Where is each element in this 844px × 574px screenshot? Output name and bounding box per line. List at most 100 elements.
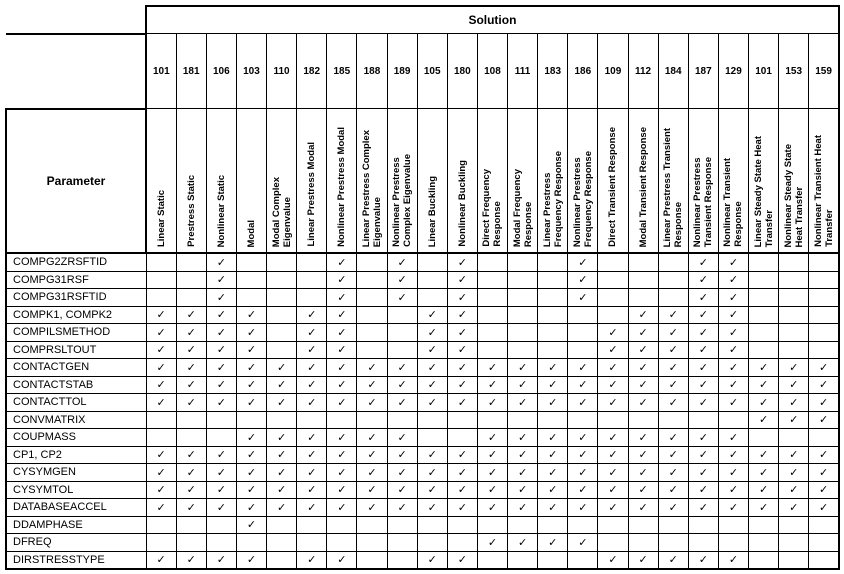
- check-icon: ✓: [367, 396, 377, 409]
- check-icon: ✓: [337, 256, 347, 269]
- solution-name: Nonlinear Transient Heat Transfer: [812, 135, 835, 247]
- check-icon: ✓: [246, 326, 257, 339]
- check-icon-cell: ✓: [506, 445, 539, 464]
- check-icon-cell: ✓: [747, 410, 780, 429]
- check-icon: ✓: [668, 431, 678, 444]
- check-icon-cell: ✓: [476, 463, 509, 482]
- empty-cell: [627, 270, 659, 289]
- check-icon-cell: ✓: [687, 550, 719, 570]
- check-icon-cell: ✓: [296, 358, 328, 377]
- check-icon-cell: ✓: [205, 340, 237, 359]
- check-icon-cell: ✓: [265, 498, 298, 517]
- solution-name: Nonlinear Prestress Modal: [336, 127, 348, 247]
- empty-cell: [235, 410, 268, 429]
- check-icon: ✓: [548, 536, 558, 549]
- solution-number: 184: [657, 33, 689, 109]
- table-row: COMPG31RSFTID ✓ ✓ ✓ ✓ ✓ ✓ ✓: [5, 288, 840, 307]
- check-icon-cell: ✓: [778, 358, 810, 377]
- check-icon-cell: ✓: [717, 288, 750, 307]
- check-icon-cell: ✓: [205, 252, 237, 272]
- table-row: CONTACTSTAB ✓ ✓ ✓ ✓ ✓ ✓ ✓ ✓ ✓ ✓ ✓ ✓ ✓ ✓ ✓ ✓ ✓ ✓ ✓ ✓ ✓ ✓ ✓: [5, 375, 840, 394]
- check-icon-cell: ✓: [175, 550, 207, 570]
- check-icon-cell: ✓: [476, 533, 509, 552]
- check-icon-cell: ✓: [296, 323, 328, 342]
- empty-cell: [506, 340, 539, 359]
- empty-cell: [657, 515, 689, 534]
- empty-cell: [265, 323, 298, 342]
- check-icon: ✓: [337, 554, 347, 567]
- check-icon-cell: ✓: [235, 463, 268, 482]
- check-icon: ✓: [487, 431, 498, 444]
- check-icon: ✓: [307, 431, 317, 444]
- empty-cell: [476, 252, 509, 272]
- check-icon: ✓: [186, 554, 196, 567]
- check-icon-cell: ✓: [627, 550, 659, 570]
- check-icon-cell: ✓: [386, 445, 418, 464]
- check-icon-cell: ✓: [476, 445, 509, 464]
- check-icon-cell: ✓: [175, 305, 207, 324]
- check-icon: ✓: [337, 484, 347, 497]
- check-icon-cell: ✓: [205, 358, 237, 377]
- empty-cell: [506, 515, 539, 534]
- check-icon-cell: ✓: [265, 358, 298, 377]
- check-icon-cell: ✓: [296, 445, 328, 464]
- check-icon-cell: ✓: [717, 393, 750, 412]
- check-icon-cell: ✓: [537, 463, 569, 482]
- solution-header-row: Solution: [6, 5, 840, 35]
- check-icon-cell: ✓: [326, 498, 358, 517]
- empty-cell: [145, 428, 177, 447]
- solution-number-row: 101 181 106 103 110 182 185 188 189 105 180 108 111 1…: [6, 33, 840, 109]
- check-icon-cell: ✓: [657, 393, 689, 412]
- check-icon-cell: ✓: [416, 375, 448, 394]
- solution-name: Nonlinear Prestress Transient Response: [692, 156, 715, 247]
- check-icon: ✓: [397, 361, 407, 374]
- check-icon-cell: ✓: [597, 358, 629, 377]
- check-icon: ✓: [728, 326, 739, 339]
- check-icon-cell: ✓: [416, 305, 448, 324]
- empty-cell: [476, 305, 509, 324]
- check-icon: ✓: [578, 256, 588, 269]
- check-icon: ✓: [517, 396, 528, 409]
- empty-cell: [567, 323, 599, 342]
- check-icon: ✓: [457, 501, 467, 514]
- check-icon-cell: ✓: [326, 480, 358, 499]
- empty-cell: [506, 305, 539, 324]
- check-icon: ✓: [397, 431, 407, 444]
- check-icon-cell: ✓: [235, 393, 268, 412]
- check-icon: ✓: [608, 344, 618, 357]
- check-icon-cell: ✓: [717, 550, 750, 570]
- empty-cell: [386, 323, 418, 342]
- check-icon: ✓: [457, 466, 467, 479]
- check-icon: ✓: [457, 274, 467, 287]
- check-icon-cell: ✓: [175, 323, 207, 342]
- check-icon: ✓: [276, 449, 287, 462]
- check-icon-cell: ✓: [627, 358, 659, 377]
- solution-name: Linear Steady State Heat Transfer: [752, 135, 775, 247]
- check-icon: ✓: [337, 379, 347, 392]
- check-icon: ✓: [487, 361, 498, 374]
- empty-cell: [808, 270, 840, 289]
- empty-cell: [356, 270, 388, 289]
- empty-cell: [356, 550, 388, 570]
- solution-number: 129: [717, 33, 750, 109]
- check-icon: ✓: [216, 361, 226, 374]
- check-icon: ✓: [698, 361, 708, 374]
- check-icon: ✓: [638, 344, 648, 357]
- empty-cell: [356, 252, 388, 272]
- check-icon-cell: ✓: [597, 428, 629, 447]
- check-icon-cell: ✓: [205, 480, 237, 499]
- check-icon-cell: ✓: [265, 375, 298, 394]
- empty-cell: [567, 550, 599, 570]
- check-icon: ✓: [216, 344, 226, 357]
- solution-name-cell: Linear Buckling: [416, 108, 448, 254]
- check-icon: ✓: [216, 449, 226, 462]
- check-icon: ✓: [668, 466, 678, 479]
- check-icon: ✓: [307, 344, 317, 357]
- check-icon: ✓: [397, 396, 407, 409]
- empty-cell: [446, 410, 478, 429]
- empty-cell: [747, 515, 780, 534]
- check-icon-cell: ✓: [657, 305, 689, 324]
- check-icon: ✓: [457, 449, 467, 462]
- empty-cell: [265, 515, 298, 534]
- check-icon: ✓: [307, 379, 317, 392]
